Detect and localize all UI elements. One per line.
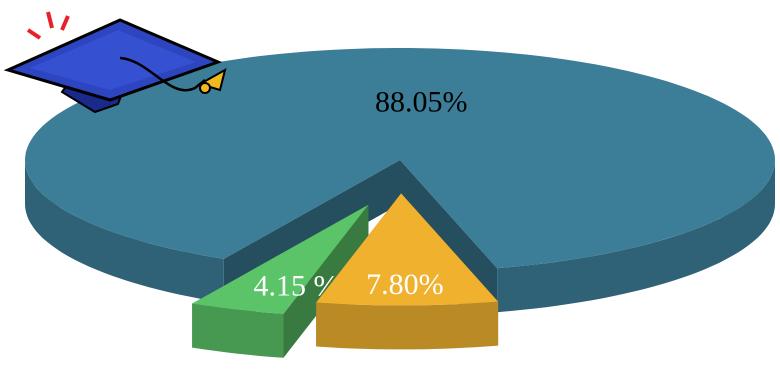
data-label: 88.05% [375, 85, 468, 118]
slice [316, 193, 499, 306]
tassel-cord [119, 56, 206, 92]
tassel-knot [199, 82, 211, 94]
slice-side [192, 303, 284, 358]
slice-side [316, 301, 499, 350]
graduation-cap-icon [3, 11, 227, 114]
slice-side [25, 160, 224, 303]
slice [25, 48, 775, 269]
data-label: 7.80% [366, 268, 444, 301]
pie: 88.05%4.15 % 7.80% [25, 48, 775, 358]
slice [192, 204, 369, 314]
sparkle [26, 11, 70, 40]
slice-side [497, 160, 775, 313]
